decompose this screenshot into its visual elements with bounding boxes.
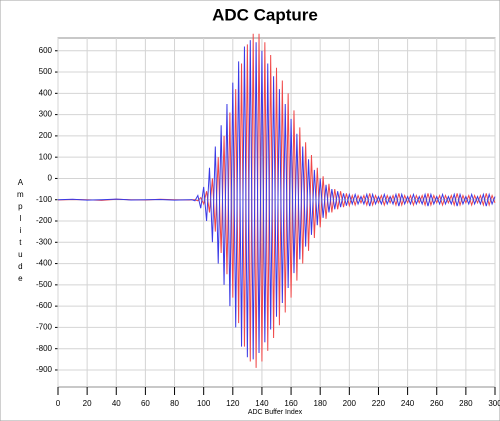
x-tick-label: 0: [56, 399, 61, 408]
x-tick-label: 60: [141, 399, 150, 408]
y-tick-label: -100: [36, 195, 53, 204]
x-tick-label: 80: [170, 399, 179, 408]
y-tick-label: -800: [36, 344, 53, 353]
y-tick-label: 100: [39, 152, 53, 161]
y-tick-label: 500: [39, 67, 53, 76]
series-line: [57, 40, 496, 360]
x-tick-label: 40: [112, 399, 121, 408]
y-tick-label: -700: [36, 323, 53, 332]
y-tick-label: -500: [36, 280, 53, 289]
y-tick-label: -200: [36, 216, 53, 225]
y-tick-label: 300: [39, 110, 53, 119]
x-tick-label: 260: [430, 399, 444, 408]
y-tick-label: -300: [36, 237, 53, 246]
y-tick-label: -900: [36, 365, 53, 374]
y-tick-label: 0: [48, 174, 53, 183]
y-tick-label: -600: [36, 301, 53, 310]
x-tick-label: 220: [372, 399, 386, 408]
x-tick-label: 280: [459, 399, 473, 408]
x-tick-label: 300: [488, 399, 500, 408]
y-tick-label: 400: [39, 88, 53, 97]
x-tick-label: 140: [255, 399, 269, 408]
x-tick-label: 240: [401, 399, 415, 408]
y-tick-label: 200: [39, 131, 53, 140]
x-tick-label: 180: [314, 399, 328, 408]
x-axis-label: ADC Buffer Index: [248, 409, 303, 416]
y-axis-label: Amplitude: [16, 178, 25, 286]
y-tick-label: -400: [36, 259, 53, 268]
series-line: [57, 33, 496, 368]
x-tick-label: 200: [343, 399, 357, 408]
x-tick-label: 20: [83, 399, 92, 408]
chart-title: ADC Capture: [212, 5, 318, 24]
x-tick-label: 160: [284, 399, 298, 408]
y-tick-label: 600: [39, 46, 53, 55]
x-tick-label: 120: [226, 399, 240, 408]
x-tick-label: 100: [197, 399, 211, 408]
